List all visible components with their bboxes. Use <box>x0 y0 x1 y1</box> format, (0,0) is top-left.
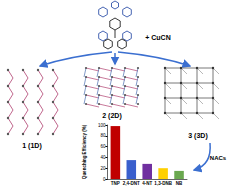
svg-text:+ CuCN: + CuCN <box>145 34 170 41</box>
svg-text:3 (3D): 3 (3D) <box>188 132 207 140</box>
svg-text:60: 60 <box>100 144 106 149</box>
svg-text:1 (1D): 1 (1D) <box>22 142 41 150</box>
svg-text:2 (2D): 2 (2D) <box>102 112 121 120</box>
svg-text:4-NT: 4-NT <box>142 181 152 186</box>
svg-text:2,4-DNT: 2,4-DNT <box>123 181 140 186</box>
svg-text:0: 0 <box>103 177 106 182</box>
svg-text:100: 100 <box>98 123 106 128</box>
svg-text:NACs: NACs <box>210 155 227 161</box>
svg-text:NB: NB <box>176 181 183 186</box>
svg-text:TNP: TNP <box>111 181 120 186</box>
svg-text:40: 40 <box>100 155 106 160</box>
svg-text:20: 20 <box>100 166 106 171</box>
svg-text:Quenching Efficiency (%): Quenching Efficiency (%) <box>82 124 87 179</box>
svg-text:80: 80 <box>100 133 106 138</box>
svg-text:1,3-DNB: 1,3-DNB <box>154 181 172 186</box>
